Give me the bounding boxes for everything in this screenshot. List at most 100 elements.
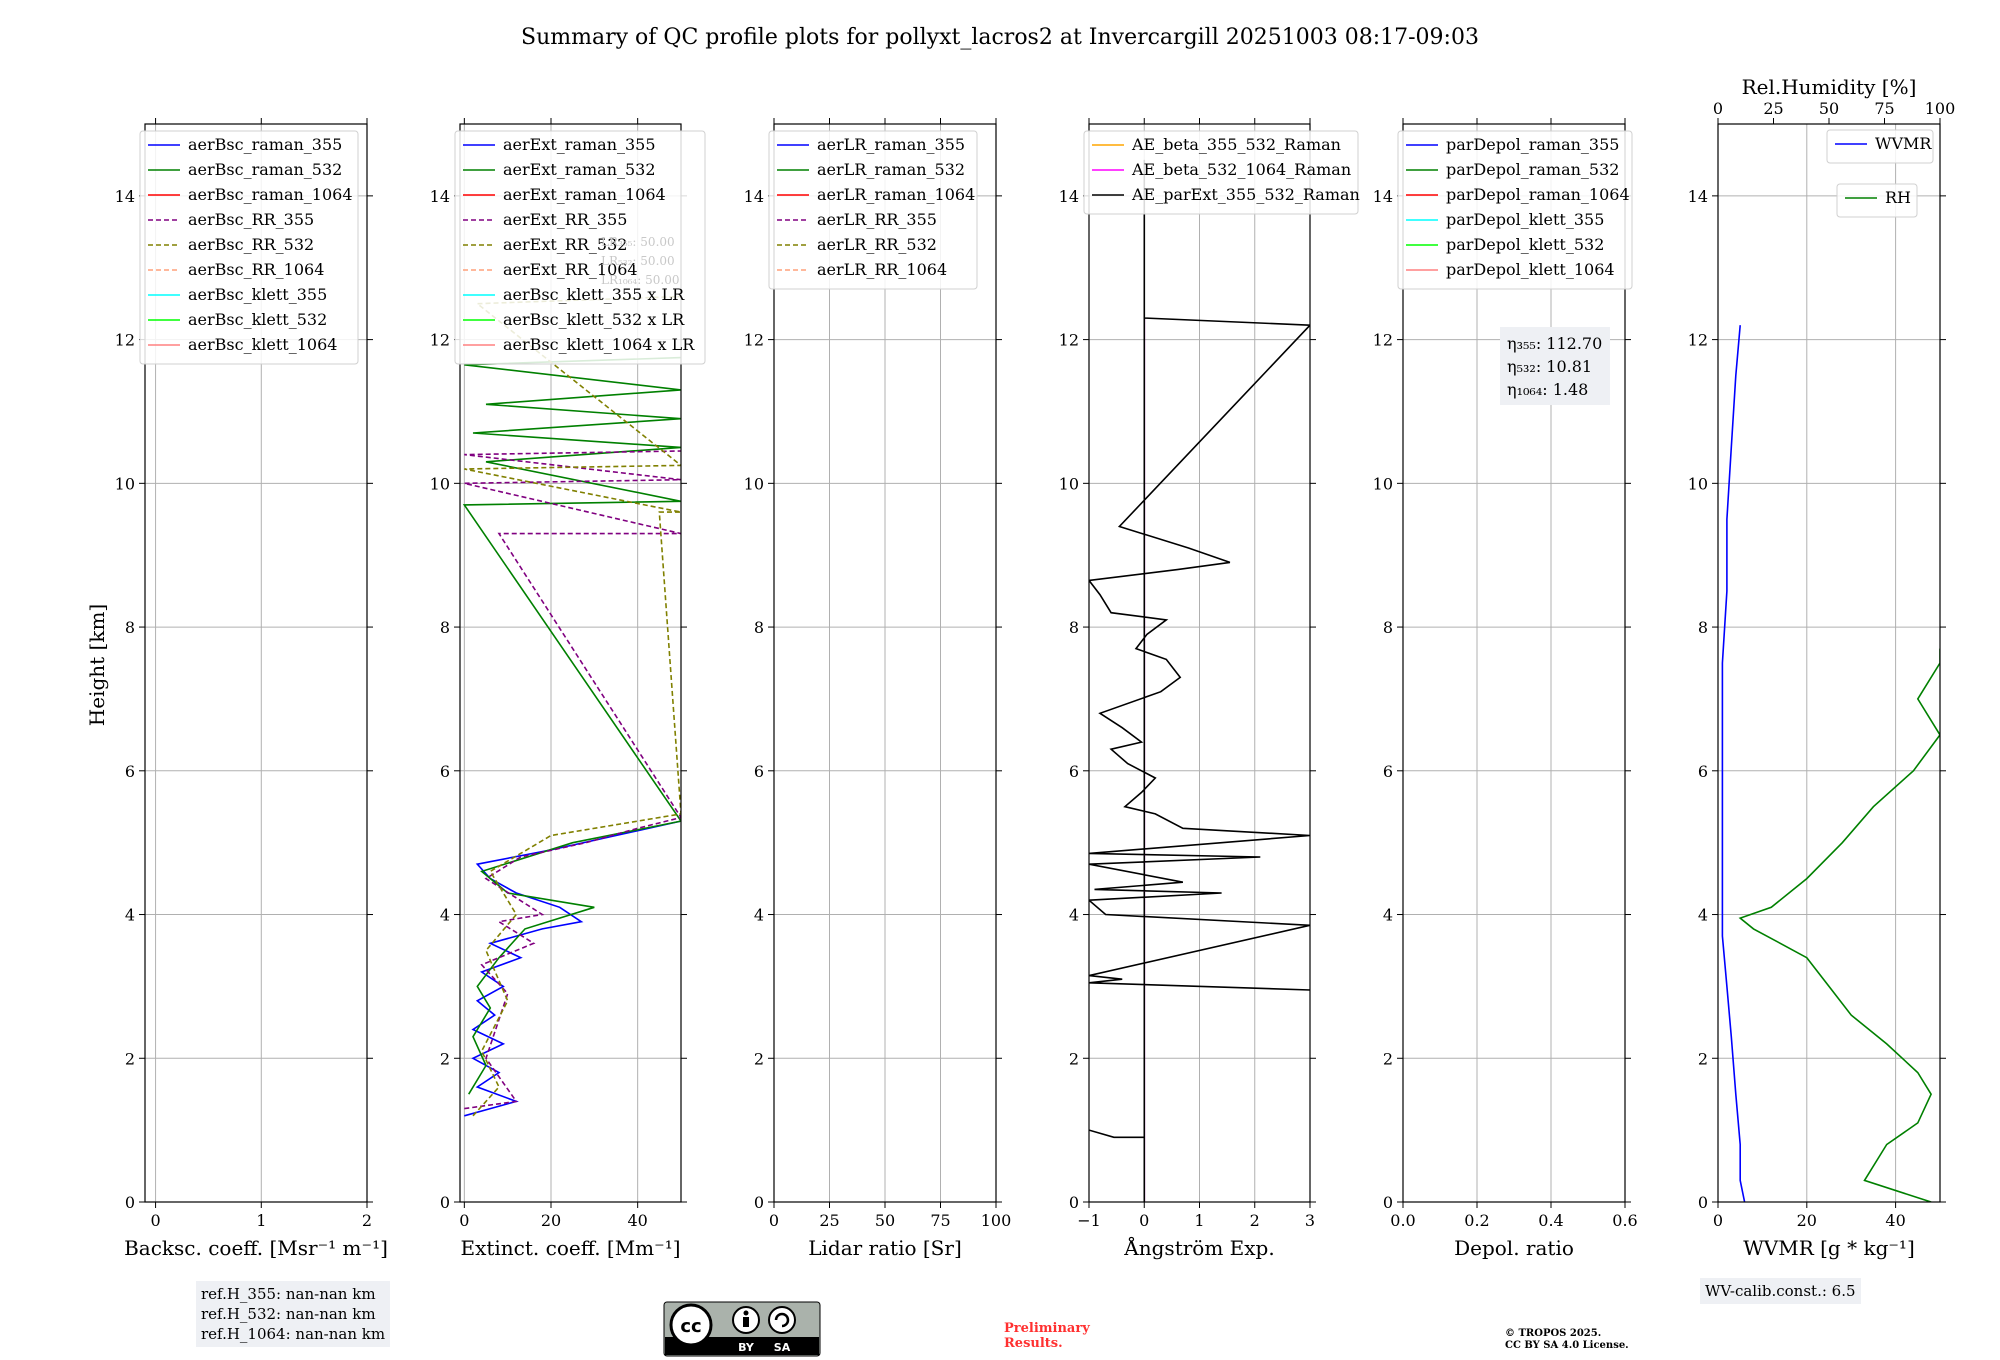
legend-label: AE_beta_355_532_Raman: [1131, 135, 1341, 154]
legend-wvmr: WVMR: [1826, 129, 1934, 164]
ytick-label: 4: [1069, 906, 1079, 925]
wv-calib-const: WV-calib.const.: 6.5: [1705, 1282, 1856, 1300]
xtick-label: 2: [1250, 1211, 1260, 1230]
legend-label: aerExt_RR_1064: [503, 260, 638, 279]
lr-annotation: LR₃₅₅: 50.00: [601, 235, 675, 249]
xtick-label: 20: [1797, 1211, 1817, 1230]
legend-label: aerBsc_RR_532: [188, 235, 314, 254]
ytick-label: 14: [744, 187, 764, 206]
ytick-label: 12: [1373, 331, 1393, 350]
legend-label: WVMR: [1875, 134, 1932, 153]
xtick-label: 25: [819, 1211, 839, 1230]
top-tick-label: 100: [1925, 99, 1956, 118]
legend-label: aerBsc_klett_532 x LR: [503, 310, 685, 329]
legend-label: aerLR_raman_1064: [817, 185, 975, 204]
legend-label: parDepol_raman_532: [1446, 160, 1619, 179]
series-line-aerExt_RR_532: [464, 295, 681, 1117]
ytick-label: 2: [754, 1049, 764, 1068]
ytick-label: 4: [1383, 906, 1393, 925]
legend-rh: RH: [1836, 183, 1918, 218]
preliminary-line2: Results.: [1004, 1336, 1063, 1351]
xtick-label: 0: [1139, 1211, 1149, 1230]
xaxis-label: Backsc. coeff. [Msr⁻¹ m⁻¹]: [124, 1236, 388, 1260]
xtick-label: 3: [1305, 1211, 1315, 1230]
series-line-WVMR: [1721, 325, 1746, 1202]
share-alike-icon: [768, 1306, 796, 1334]
ytick-label: 8: [440, 618, 450, 637]
xtick-label: 100: [981, 1211, 1012, 1230]
axes-frame: [1402, 123, 1626, 1203]
legend-label: aerBsc_klett_1064 x LR: [503, 335, 695, 354]
ytick-label: 12: [1059, 331, 1079, 350]
top-tick-label: 50: [1819, 99, 1839, 118]
legend-label: aerExt_raman_1064: [503, 185, 666, 204]
top-tick-label: 25: [1763, 99, 1783, 118]
top-tick-label: 0: [1713, 99, 1723, 118]
xaxis-label: WVMR [g * kg⁻¹]: [1743, 1236, 1915, 1260]
ytick-label: 14: [1059, 187, 1079, 206]
y-axis-label: Height [km]: [85, 604, 109, 726]
legend-label: aerBsc_raman_355: [188, 135, 342, 154]
cc-icon: [669, 1303, 713, 1347]
legend-label: aerLR_RR_355: [817, 210, 937, 229]
xtick-label: 20: [541, 1211, 561, 1230]
legend-label: RH: [1885, 188, 1911, 207]
legend-label: aerBsc_RR_1064: [188, 260, 324, 279]
legend-label: aerBsc_raman_1064: [188, 185, 353, 204]
xtick-label: 1: [256, 1211, 266, 1230]
xaxis-label: Ångström Exp.: [1123, 1235, 1274, 1260]
ytick-label: 4: [440, 906, 450, 925]
figure-title: Summary of QC profile plots for pollyxt_…: [521, 25, 1479, 50]
ytick-label: 0: [440, 1193, 450, 1212]
ytick-label: 10: [115, 474, 135, 493]
ytick-label: 12: [430, 331, 450, 350]
ytick-label: 0: [1698, 1193, 1708, 1212]
ytick-label: 12: [1688, 331, 1708, 350]
ytick-label: 10: [430, 474, 450, 493]
ref-height-1064: ref.H_1064: nan-nan km: [201, 1325, 386, 1343]
lr-annotation: LR₅₃₂: 50.00: [601, 254, 675, 268]
ytick-label: 8: [1698, 618, 1708, 637]
ytick-label: 10: [1059, 474, 1079, 493]
xtick-label: 2: [362, 1211, 372, 1230]
legend-label: aerLR_RR_1064: [817, 260, 947, 279]
eta-line: η₃₅₅: 112.70: [1507, 334, 1602, 353]
xtick-label: 50: [875, 1211, 895, 1230]
ytick-label: 12: [744, 331, 764, 350]
ytick-label: 4: [1698, 906, 1708, 925]
wv-calib-box: WV-calib.const.: 6.5: [1700, 1278, 1861, 1304]
ytick-label: 8: [125, 618, 135, 637]
series-line-RH: [1738, 648, 1940, 1202]
xtick-label: 1: [1194, 1211, 1204, 1230]
legend-label: aerLR_raman_532: [817, 160, 965, 179]
legend-label: aerExt_RR_355: [503, 210, 627, 229]
ytick-label: 10: [1688, 474, 1708, 493]
xaxis-label: Depol. ratio: [1454, 1236, 1574, 1260]
legend-box: [1083, 130, 1359, 215]
series-line-AE_parExt_355_532_Raman: [1089, 159, 1310, 1202]
axes-frame: [1717, 123, 1941, 1203]
legend-label: parDepol_raman_355: [1446, 135, 1619, 154]
ytick-label: 2: [1383, 1049, 1393, 1068]
legend-label: parDepol_raman_1064: [1446, 185, 1630, 204]
legend-label: aerLR_raman_355: [817, 135, 965, 154]
badge-by: BY: [738, 1341, 755, 1354]
xtick-label: 75: [930, 1211, 950, 1230]
ytick-label: 6: [125, 762, 135, 781]
ytick-label: 4: [754, 906, 764, 925]
lr-annotation: LR₁₀₆₄: 50.00: [601, 273, 679, 287]
ytick-label: 14: [430, 187, 450, 206]
xtick-label: 0: [1713, 1211, 1723, 1230]
legend-label: aerBsc_RR_355: [188, 210, 314, 229]
legend-box: [768, 130, 978, 290]
legend-label: aerBsc_raman_532: [188, 160, 342, 179]
xtick-label: 40: [627, 1211, 647, 1230]
series-line-aerExt_raman_355: [464, 820, 681, 1117]
legend-label: parDepol_klett_1064: [1446, 260, 1615, 279]
legend-label: AE_parExt_355_532_Raman: [1131, 185, 1360, 204]
xtick-label: 0.2: [1464, 1211, 1489, 1230]
top-axis-label: Rel.Humidity [%]: [1742, 75, 1917, 99]
top-tick-label: 75: [1874, 99, 1894, 118]
